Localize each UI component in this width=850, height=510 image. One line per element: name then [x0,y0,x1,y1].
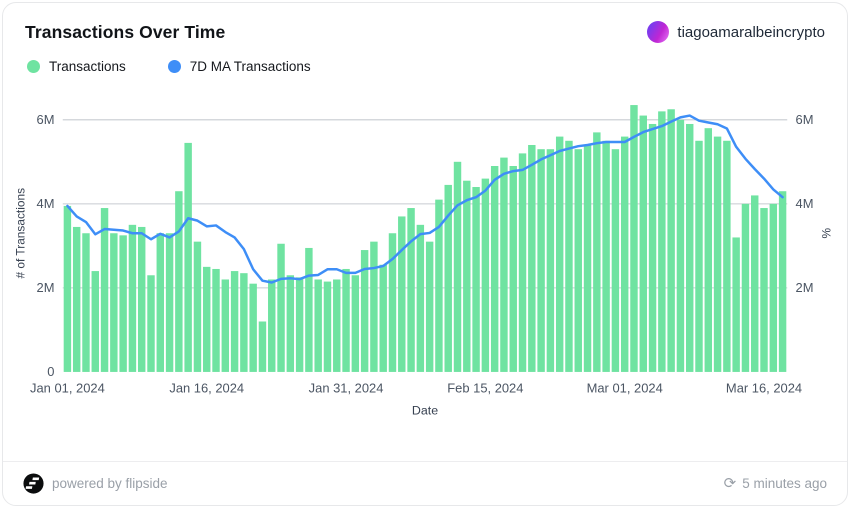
last-updated-label: 5 minutes ago [742,476,827,491]
svg-text:Feb 15, 2024: Feb 15, 2024 [447,381,523,396]
powered-by-flipside-link[interactable]: powered by flipside [23,473,168,494]
svg-text:Jan 16, 2024: Jan 16, 2024 [169,381,244,396]
bars-transactions[interactable] [63,105,787,372]
user-avatar[interactable] [647,21,670,43]
x-axis-title: Date [412,403,438,417]
svg-text:4M: 4M [796,196,814,211]
legend-item-7d-ma[interactable]: 7D MA Transactions [167,59,311,74]
y-axis-ticks: 0 2M 2M 4M 4M 6M 6M [37,112,814,379]
legend-dot [27,60,40,73]
legend-dot [167,60,181,73]
refresh-clock-icon: ⟳ [723,475,737,492]
gridlines [62,119,788,289]
svg-text:2M: 2M [796,280,814,295]
legend-item-transactions[interactable]: Transactions [27,59,126,74]
svg-text:Mar 16, 2024: Mar 16, 2024 [726,381,802,396]
svg-text:2M: 2M [37,280,55,295]
svg-text:Jan 01, 2024: Jan 01, 2024 [30,381,105,396]
card-header: Transactions Over Time tiagoamaralbeincr… [3,3,847,43]
user-chip[interactable]: tiagoamaralbeincrypto [647,21,825,43]
svg-text:Mar 01, 2024: Mar 01, 2024 [587,381,663,396]
svg-text:4M: 4M [37,196,55,211]
svg-text:6M: 6M [37,112,55,127]
flipside-logo-icon [23,473,44,494]
powered-by-label: powered by flipside [52,476,168,491]
y-axis-title-left: # of Transactions [13,188,27,279]
ma-line[interactable] [66,114,784,284]
last-updated: ⟳ 5 minutes ago [724,476,827,491]
chart-legend: Transactions 7D MA Transactions [3,43,847,76]
svg-text:0: 0 [47,364,54,379]
x-axis-ticks: Jan 01, 2024 Jan 16, 2024 Jan 31, 2024 Feb … [30,381,802,396]
svg-text:6M: 6M [796,112,814,127]
chart-area: 0 2M 2M 4M 4M 6M 6M Jan 01, 2024 Jan 16, 2024 Jan… [3,76,847,461]
user-name[interactable]: tiagoamaralbeincrypto [677,23,825,41]
card-footer: powered by flipside ⟳ 5 minutes ago [3,461,847,505]
y-axis-title-right: % [820,228,834,239]
legend-label: Transactions [49,59,126,74]
legend-label: 7D MA Transactions [189,59,311,74]
page-title: Transactions Over Time [25,21,226,42]
svg-text:Jan 31, 2024: Jan 31, 2024 [309,381,384,396]
